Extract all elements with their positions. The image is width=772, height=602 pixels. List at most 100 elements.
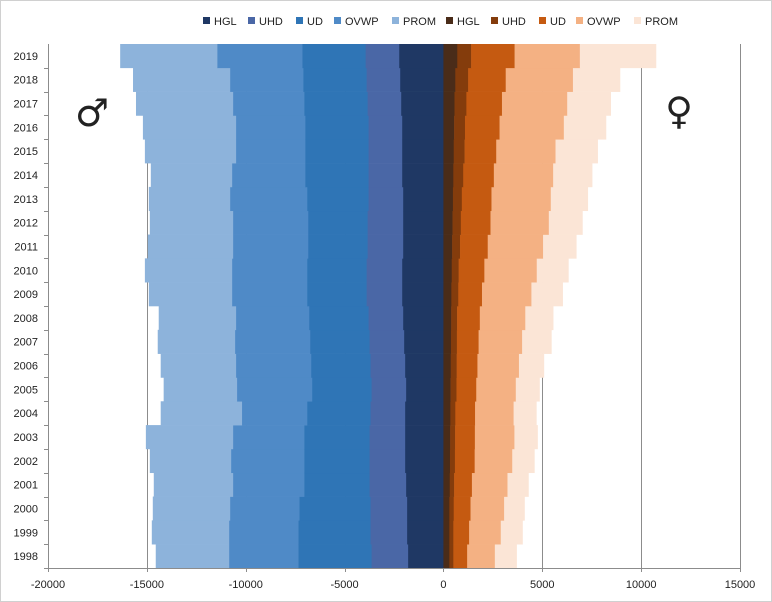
- bar-female-prom-2006: [518, 353, 545, 378]
- bar-male-ovwp-2011: [232, 234, 309, 259]
- legend-label: PROM: [645, 16, 678, 28]
- bar-male-uhd-2005: [371, 377, 407, 402]
- bar-female-hgl-1999: [443, 520, 450, 545]
- bar-female-prom-2013: [550, 186, 589, 212]
- y-tick-label: 1998: [14, 551, 38, 563]
- y-tick-label: 2006: [14, 361, 38, 373]
- bar-male-ovwp-2013: [229, 186, 308, 212]
- bar-female-uhd-2016: [454, 115, 466, 140]
- bar-female-uhd-2003: [450, 425, 456, 450]
- bar-female-ovwp-2006: [477, 353, 520, 378]
- bar-female-ud-2006: [456, 353, 478, 378]
- bar-female-ud-2017: [466, 91, 503, 116]
- x-tick-label: -20000: [31, 579, 65, 591]
- y-tick-label: 1999: [14, 527, 38, 539]
- bar-male-uhd-2013: [368, 186, 404, 212]
- bar-female-ovwp-2008: [479, 306, 526, 331]
- bar-male-ud-1998: [298, 544, 372, 569]
- bar-male-prom-2019: [120, 44, 218, 69]
- legend-label: PROM: [403, 16, 436, 28]
- bar-male-ud-2006: [310, 353, 371, 378]
- bar-female-uhd-2015: [453, 139, 465, 164]
- bar-male-hgl-2004: [404, 401, 444, 426]
- bar-male-ovwp-1998: [228, 544, 299, 569]
- bar-female-hgl-2019: [443, 44, 458, 69]
- bar-male-uhd-2017: [367, 91, 402, 116]
- bar-female-ud-2001: [454, 472, 473, 497]
- bar-male-hgl-2015: [401, 139, 444, 164]
- bar-male-hgl-2009: [401, 282, 444, 307]
- bar-female-uhd-2007: [450, 329, 458, 354]
- bar-male-ud-2016: [305, 115, 369, 140]
- bar-female-ud-2008: [457, 306, 481, 331]
- bar-male-hgl-2012: [402, 210, 444, 235]
- bar-male-uhd-1999: [370, 520, 408, 545]
- bar-male-hgl-2016: [401, 115, 444, 140]
- bar-male-ud-2001: [304, 472, 370, 497]
- x-tick-label: 5000: [530, 579, 554, 591]
- legend-swatch: [334, 17, 341, 24]
- bar-male-uhd-2019: [365, 44, 400, 69]
- bar-male-uhd-2002: [369, 448, 406, 474]
- bar-male-uhd-2001: [369, 472, 407, 497]
- bar-male-ovwp-2002: [230, 448, 305, 474]
- bar-male-ud-1999: [298, 520, 371, 545]
- bar-male-uhd-2004: [370, 401, 406, 426]
- y-tick-label: 2008: [14, 313, 38, 325]
- y-tick-label: 2016: [14, 122, 38, 134]
- gender-symbols: ♂ ♀: [75, 89, 693, 135]
- bar-male-ud-2015: [305, 139, 369, 164]
- bar-female-hgl-2008: [443, 306, 452, 331]
- bar-male-ud-2011: [307, 234, 368, 259]
- bar-female-ovwp-2015: [496, 139, 556, 164]
- legend-swatch: [634, 17, 641, 24]
- bar-male-ovwp-2012: [232, 210, 309, 235]
- bar-male-ud-2012: [307, 210, 368, 235]
- bar-male-hgl-1998: [407, 544, 444, 569]
- bar-female-hgl-2000: [443, 496, 450, 521]
- bar-female-prom-2018: [572, 67, 621, 92]
- bar-male-uhd-2007: [369, 329, 405, 354]
- bar-female-ud-2018: [468, 67, 507, 92]
- bar-female-ud-2012: [460, 210, 491, 235]
- bar-male-ud-2000: [299, 496, 371, 521]
- y-tick-label: 2004: [14, 408, 38, 420]
- x-tick-label: -10000: [229, 579, 263, 591]
- bar-male-ovwp-1999: [228, 520, 299, 545]
- bar-male-ud-2003: [304, 425, 370, 450]
- bar-female-hgl-2007: [443, 329, 452, 354]
- bar-male-prom-2000: [152, 496, 231, 521]
- bar-male-prom-2003: [145, 425, 234, 450]
- bar-female-uhd-2005: [450, 377, 457, 402]
- bar-female-ud-2010: [458, 258, 485, 283]
- bar-male-hgl-1999: [406, 520, 444, 545]
- bar-female-prom-2012: [548, 210, 583, 235]
- bar-female-prom-2019: [579, 44, 657, 69]
- bar-male-hgl-2007: [403, 329, 444, 354]
- bar-male-ud-2019: [302, 44, 366, 69]
- bar-female-prom-2005: [515, 377, 540, 402]
- bar-male-uhd-1998: [371, 544, 409, 569]
- bar-male-ovwp-2004: [241, 401, 308, 426]
- bar-female-uhd-2018: [455, 67, 469, 92]
- bar-female-hgl-2001: [443, 472, 451, 497]
- bar-female-ud-2009: [458, 282, 483, 307]
- legend-label: UHD: [502, 16, 526, 28]
- bar-female-uhd-2009: [451, 282, 459, 307]
- bar-female-ovwp-2011: [487, 234, 544, 259]
- bar-male-ovwp-2005: [236, 377, 313, 402]
- bar-female-hgl-2014: [443, 163, 454, 188]
- bar-female-uhd-1998: [449, 544, 454, 569]
- bar-female-hgl-2006: [443, 353, 452, 378]
- legend-swatch: [248, 17, 255, 24]
- bar-female-hgl-2017: [443, 91, 455, 116]
- y-tick-label: 2015: [14, 146, 38, 158]
- bar-male-prom-2015: [144, 139, 237, 164]
- bar-male-ud-2004: [307, 401, 371, 426]
- bar-female-hgl-2005: [443, 377, 451, 402]
- legend: HGL UHD UD OVWP PROM HGL UHD UD OVWP PROM: [203, 16, 678, 28]
- bar-male-ud-2017: [304, 91, 368, 116]
- bar-female-prom-1998: [494, 544, 517, 569]
- bar-female-prom-2003: [514, 425, 538, 450]
